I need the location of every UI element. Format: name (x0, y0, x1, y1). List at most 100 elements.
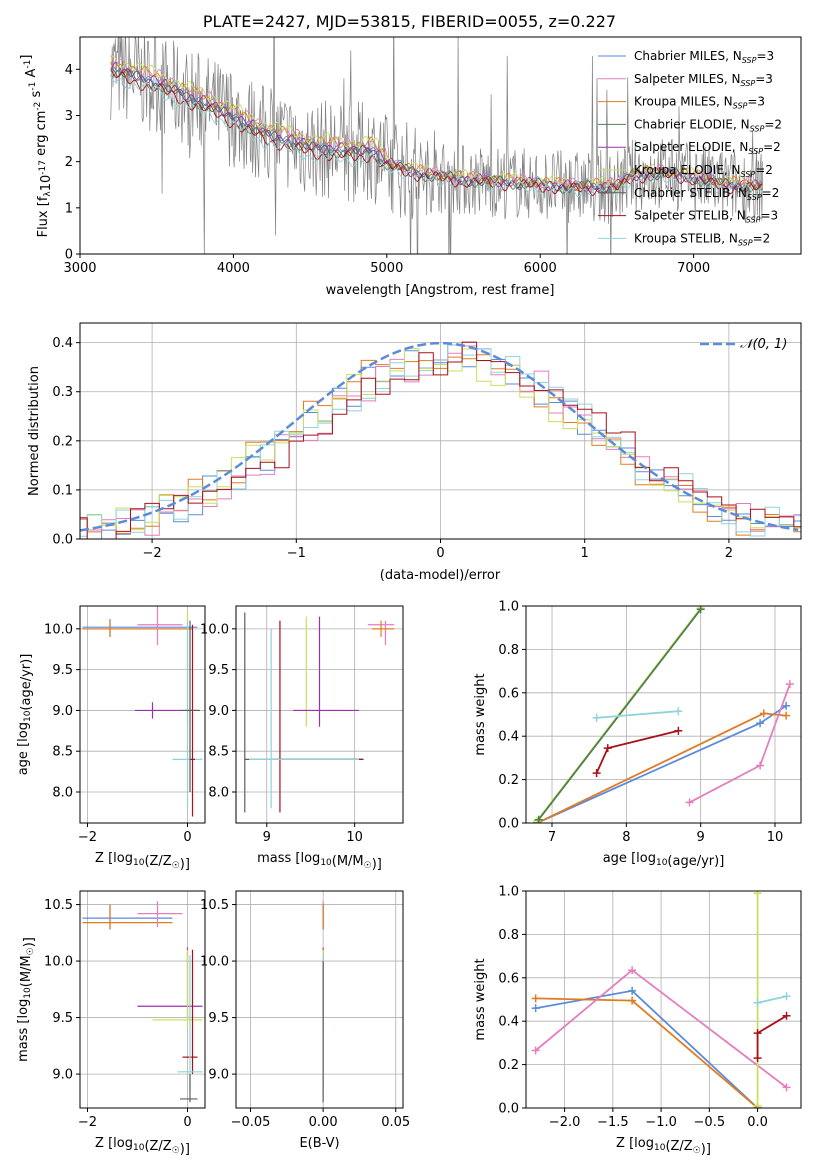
tick-label-x: 0.0 (747, 1115, 768, 1130)
tick-label-x: −1 (287, 546, 306, 561)
spectrum-plot-area (110, 37, 763, 254)
tick-label-x: 7000 (677, 261, 710, 276)
mass_vs_ebv-xlabel: E(B-V) (299, 1136, 339, 1151)
mass_vs_ebv-frame: −0.05 0.00 0.05 9.0 9.5 10.0 10.5 (200, 890, 410, 1130)
tick-label-x: 0 (436, 546, 444, 561)
label-part: s (29, 90, 44, 101)
age_vs_mass-frame: 9 10 8.0 8.5 9.0 9.5 10.0 (200, 605, 404, 845)
tick-label-y: 8.0 (52, 786, 73, 801)
tick-label-y: 10.5 (200, 898, 229, 913)
label-part: -2 (33, 102, 43, 111)
series-line-salpeter_stelib (756, 1015, 787, 1059)
legend-text: =2 (762, 186, 780, 200)
label-part: ] (19, 55, 34, 60)
label-part: ☉ (172, 1146, 180, 1156)
tick-label-y: 0.4 (498, 730, 519, 745)
tick-label-y: 0.0 (52, 533, 73, 548)
series-line-chabrier_miles (535, 989, 759, 1108)
tick-label-y: 9.0 (52, 1068, 73, 1083)
label-sub: 10 (23, 987, 33, 999)
series-line-kroupa_stelib (757, 995, 787, 1004)
spectrum-ylabel: Flux [fλ10-17 erg cm-2 s-1 A-1] (19, 55, 54, 238)
tick-label-x: 0.00 (309, 1115, 338, 1130)
tick-label-y: 0.2 (52, 434, 73, 449)
legend-text: Kroupa STELIB, N (634, 231, 738, 245)
label-part: Z [ (95, 1136, 113, 1151)
legend-text: =3 (756, 49, 774, 63)
residual-hist-salpeter_stelib (80, 341, 801, 539)
residual-hist-kroupa_miles (80, 354, 801, 536)
tick-label-x: −0.05 (231, 1115, 271, 1130)
axes-frame (525, 605, 802, 824)
legend-sub: SSP (738, 238, 753, 247)
tick-label-x: 0 (183, 1115, 191, 1130)
label-part: ☉ (172, 861, 180, 871)
label-part: 10 (39, 175, 54, 192)
mass_vs_Z-ylabel: mass [log10(M/M☉)] (16, 937, 37, 1062)
legend-sub: SSP (741, 79, 756, 88)
residual-hist-kroupa_elodie (80, 348, 801, 539)
label-part: E(B-V) (299, 1136, 339, 1151)
label-sub: 10 (320, 858, 332, 868)
label-part: age [ (16, 742, 31, 775)
figure-title: PLATE=2427, MJD=53815, FIBERID=0055, z=0… (202, 12, 617, 31)
legend-sub: SSP (750, 124, 765, 133)
spectrum-data-line (110, 37, 763, 254)
axes-frame (79, 36, 802, 255)
legend-sub: SSP (748, 147, 763, 156)
label-part: )] (701, 1142, 711, 1157)
residuals-plot-area (80, 341, 801, 539)
label-part: (M/M (19, 955, 34, 987)
residual-xlabel: (data-model)/error (380, 568, 501, 583)
label-part: log (113, 1136, 133, 1151)
tick-label-y: 1.0 (498, 600, 519, 615)
legend-label: Salpeter ELODIE, NSSP=2 (634, 140, 781, 156)
tick-label-x: 9 (697, 830, 705, 845)
tick-label-y: 0.0 (498, 1102, 519, 1117)
massweight_vs_age-ylabel: mass weight (473, 673, 488, 755)
label-sub: 10 (23, 710, 33, 722)
tick-label-x: −0.5 (694, 1115, 726, 1130)
legend-text: =3 (747, 95, 765, 109)
label-part: log (16, 722, 31, 742)
label-part: -17 (38, 160, 48, 175)
tick-label-x: 9 (263, 830, 271, 845)
label-part: log (634, 1136, 654, 1151)
label-part: ☉ (26, 947, 36, 955)
series-line-kroupa_stelib (596, 710, 679, 719)
tick-label-y: 0.8 (498, 643, 519, 658)
tick-label-y: 3 (65, 109, 73, 124)
spectrum-model-kroupa_stelib (110, 74, 763, 198)
tick-label-x: 8 (622, 830, 630, 845)
label-part: -1 (23, 60, 33, 69)
tick-label-y: 8.5 (208, 745, 229, 760)
label-part: )] (180, 1142, 190, 1157)
tick-label-y: 0.8 (498, 928, 519, 943)
tick-label-y: 9.0 (52, 704, 73, 719)
label-part: λ (43, 191, 53, 197)
mass_vs_Z-xlabel: Z [log10(Z/Z☉)] (95, 1136, 190, 1157)
label-part: (age/yr)] (19, 654, 34, 711)
tick-label-y: 0.2 (498, 773, 519, 788)
legend-text: Chabrier ELODIE, N (634, 117, 750, 131)
tick-label-y: 10.0 (200, 622, 229, 637)
label-sub: 10 (133, 1143, 145, 1153)
label-part: mass weight (473, 673, 488, 755)
tick-label-x: 2 (725, 546, 733, 561)
legend-text: =3 (755, 72, 773, 86)
age_vs_Z-xlabel: Z [log10(Z/Z☉)] (95, 851, 190, 872)
residuals-frame: −2 −1 0 1 2 0.0 0.1 0.2 0.3 0.4 (52, 322, 802, 561)
legend-text: Salpeter MILES, N (634, 72, 741, 86)
tick-label-y: 8.0 (208, 786, 229, 801)
tick-label-x: −2 (78, 1115, 97, 1130)
label-sub: 10 (133, 858, 145, 868)
label-part: -1 (28, 82, 38, 91)
mass_vs_Z-plot-area (82, 901, 203, 1103)
tick-label-y: 0 (65, 248, 73, 263)
tick-label-y: 10.5 (44, 898, 73, 913)
tick-label-y: 0.3 (52, 385, 73, 400)
legend-label: Salpeter MILES, NSSP=3 (634, 72, 773, 88)
mass_vs_ebv-axes (236, 891, 403, 1108)
tick-label-y: 0.4 (498, 1015, 519, 1030)
